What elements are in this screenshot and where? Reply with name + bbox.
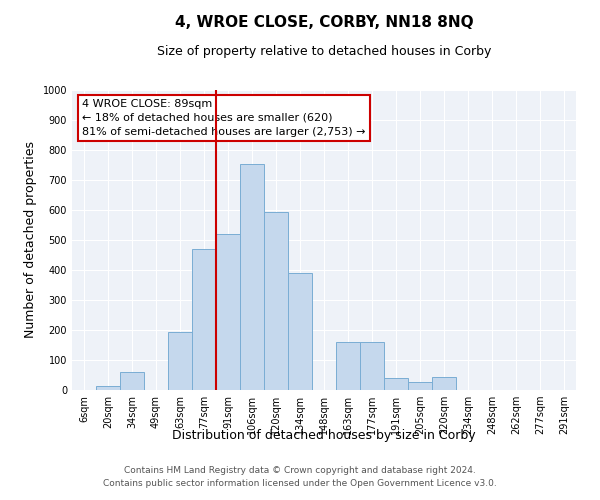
Bar <box>120 372 144 390</box>
Bar <box>96 386 120 390</box>
Bar <box>216 234 240 390</box>
Bar <box>384 378 408 390</box>
Bar <box>192 249 216 390</box>
Text: 4 WROE CLOSE: 89sqm
← 18% of detached houses are smaller (620)
81% of semi-detac: 4 WROE CLOSE: 89sqm ← 18% of detached ho… <box>82 99 365 137</box>
Bar <box>336 342 360 390</box>
Bar <box>264 212 288 390</box>
Text: Contains HM Land Registry data © Crown copyright and database right 2024.
Contai: Contains HM Land Registry data © Crown c… <box>103 466 497 487</box>
Y-axis label: Number of detached properties: Number of detached properties <box>24 142 37 338</box>
Bar <box>432 376 456 390</box>
Text: Size of property relative to detached houses in Corby: Size of property relative to detached ho… <box>157 45 491 58</box>
Bar <box>240 164 264 390</box>
Bar <box>408 382 432 390</box>
Text: 4, WROE CLOSE, CORBY, NN18 8NQ: 4, WROE CLOSE, CORBY, NN18 8NQ <box>175 15 473 30</box>
Text: Distribution of detached houses by size in Corby: Distribution of detached houses by size … <box>172 428 476 442</box>
Bar <box>168 332 192 390</box>
Bar <box>360 342 384 390</box>
Bar <box>288 273 312 390</box>
